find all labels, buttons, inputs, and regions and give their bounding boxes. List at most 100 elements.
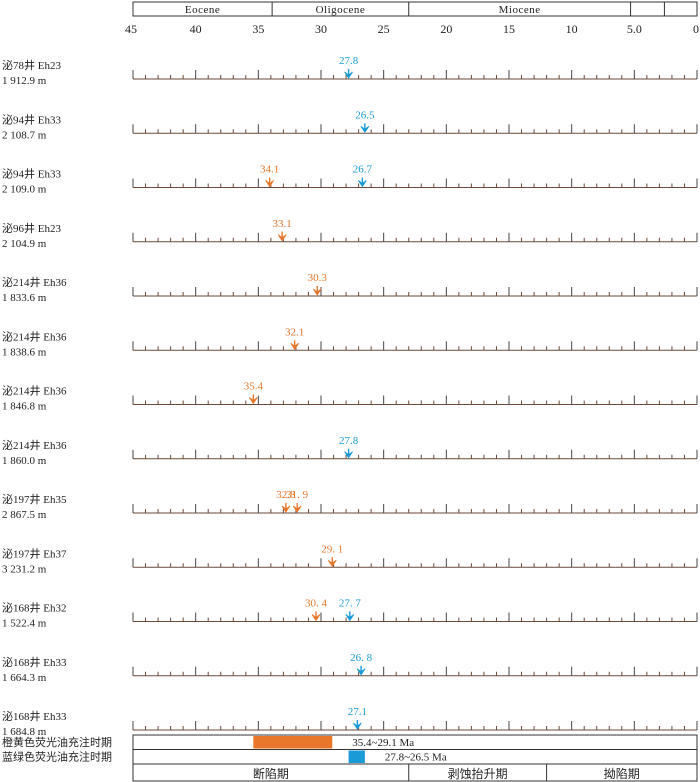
epoch-label-oligocene: Oligocene bbox=[316, 4, 366, 16]
charging-period-label: 蓝绿色荧光油充注时期 bbox=[2, 750, 112, 764]
sample-depth-label: 2 104.9 m bbox=[2, 238, 47, 250]
sample-depth-label: 3 231.2 m bbox=[2, 563, 47, 575]
age-marker-arrow bbox=[344, 71, 353, 79]
axis-tick-label: 0 bbox=[693, 22, 699, 36]
age-marker-arrow bbox=[265, 180, 274, 188]
axis-tick-label: 35 bbox=[252, 22, 264, 36]
epoch-label-miocene: Miocene bbox=[499, 4, 541, 16]
age-marker-label: 27. 7 bbox=[339, 598, 362, 610]
sample-well-label: 泌94井 Eh33 bbox=[2, 167, 61, 181]
age-marker-arrow bbox=[345, 614, 355, 622]
age-marker-arrow bbox=[353, 722, 362, 730]
axis-tick-label: 5.0 bbox=[627, 22, 642, 36]
age-marker-arrow bbox=[358, 180, 367, 188]
age-marker-label: 31. 9 bbox=[286, 489, 309, 501]
age-marker-arrow bbox=[360, 125, 370, 133]
epoch-header: Eocene Oligocene Miocene bbox=[132, 1, 698, 17]
age-marker-arrow bbox=[248, 397, 258, 405]
age-marker-label: 34.1 bbox=[260, 164, 279, 176]
age-marker-label: 35.4 bbox=[244, 381, 264, 393]
sample-row: 泌94井 Eh33 2 109.0 m 34.1 26.7 bbox=[2, 164, 698, 196]
sample-depth-label: 1 846.8 m bbox=[2, 401, 47, 413]
sample-row: 泌168井 Eh32 1 522.4 m 30. 4 27. 7 bbox=[2, 598, 698, 630]
age-marker-label: 27.8 bbox=[339, 55, 359, 67]
axis-tick-label: 15 bbox=[503, 22, 515, 36]
sample-row: 泌214井 Eh36 1 838.6 m 32.1 bbox=[2, 326, 698, 358]
age-marker-label: 26.5 bbox=[355, 109, 375, 121]
tectonic-stage-label: 剥蚀抬升期 bbox=[448, 767, 508, 781]
sample-depth-label: 1 860.0 m bbox=[2, 455, 47, 467]
age-marker-arrow bbox=[292, 505, 302, 513]
age-marker-label: 30.3 bbox=[308, 272, 328, 284]
charging-periods-table: 橙黄色荧光油充注时期 35.4~29.1 Ma 蓝绿色荧光油充注时期 27.8~26.… bbox=[2, 734, 698, 782]
sample-well-label: 泌94井 Eh33 bbox=[2, 112, 61, 126]
sample-row: 泌96井 Eh23 2 104.9 m 33.1 bbox=[2, 218, 698, 250]
sample-well-label: 泌168井 Eh33 bbox=[2, 709, 67, 723]
axis-tick-label: 25 bbox=[378, 22, 390, 36]
charging-period-range: 35.4~29.1 Ma bbox=[352, 737, 414, 749]
sample-row: 泌214井 Eh36 1 846.8 m 35.4 bbox=[2, 381, 698, 413]
epoch-frame bbox=[132, 1, 698, 17]
period-frame bbox=[132, 734, 698, 782]
age-marker-label: 29. 1 bbox=[321, 543, 343, 555]
sample-well-label: 泌197井 Eh37 bbox=[2, 546, 67, 560]
axis-tick-label: 30 bbox=[315, 22, 327, 36]
axis-tick-label: 40 bbox=[190, 22, 202, 36]
sample-well-label: 泌214井 Eh36 bbox=[2, 275, 67, 289]
sample-row: 泌168井 Eh33 1 684.8 m 27.1 bbox=[2, 706, 698, 738]
age-marker-label: 30. 4 bbox=[305, 598, 328, 610]
age-marker-arrow bbox=[277, 234, 287, 242]
tectonic-stage-label: 断陷期 bbox=[253, 766, 289, 781]
sample-depth-label: 1 684.8 m bbox=[2, 726, 47, 738]
sample-row: 泌168井 Eh33 1 664.3 m 26. 8 bbox=[2, 652, 698, 684]
sample-row: 泌94井 Eh33 2 108.7 m 26.5 bbox=[2, 109, 698, 141]
charging-period-label: 橙黄色荧光油充注时期 bbox=[2, 735, 112, 749]
sample-depth-label: 2 109.0 m bbox=[2, 184, 47, 196]
sample-depth-label: 1 833.6 m bbox=[2, 292, 47, 304]
age-marker-label: 32.8 bbox=[276, 489, 296, 501]
sample-row: 泌214井 Eh36 1 833.6 m 30.3 bbox=[2, 272, 698, 304]
sample-depth-label: 2 108.7 m bbox=[2, 129, 47, 141]
sample-depth-label: 1 912.9 m bbox=[2, 75, 47, 87]
charging-period-range: 27.8~26.5 Ma bbox=[385, 752, 447, 764]
sample-row: 泌197井 Eh35 2 867.5 m 32.831. 9 bbox=[2, 489, 698, 521]
age-marker-arrow bbox=[327, 559, 337, 567]
age-marker-arrow bbox=[356, 668, 366, 676]
sample-row: 泌214井 Eh36 1 860.0 m 27.8 bbox=[2, 435, 698, 467]
sample-rows: 泌78井 Eh23 1 912.9 m 27.8 泌94井 Eh33 2 108.7 m… bbox=[2, 55, 698, 738]
age-marker-arrow bbox=[311, 614, 321, 622]
axis-tick-label: 45 bbox=[125, 22, 137, 36]
sample-well-label: 泌168井 Eh32 bbox=[2, 601, 66, 615]
age-marker-label: 26.7 bbox=[353, 164, 373, 176]
sample-depth-label: 1 522.4 m bbox=[2, 618, 47, 630]
sample-well-label: 泌78井 Eh23 bbox=[2, 58, 61, 72]
age-marker-arrow bbox=[312, 288, 322, 296]
age-marker-label: 32.1 bbox=[285, 326, 304, 338]
age-marker-arrow bbox=[344, 451, 353, 459]
age-marker-arrow bbox=[281, 505, 291, 513]
axis-tick-label: 20 bbox=[440, 22, 452, 36]
sample-well-label: 泌214井 Eh36 bbox=[2, 329, 67, 343]
sample-depth-label: 1 664.3 m bbox=[2, 672, 47, 684]
sample-well-label: 泌96井 Eh23 bbox=[2, 221, 61, 235]
age-axis-labels: 45 40 35 30 25 20 15 10 5.0 0 bbox=[125, 22, 699, 36]
sample-depth-label: 2 867.5 m bbox=[2, 509, 47, 521]
age-marker-arrow bbox=[290, 342, 300, 350]
sample-well-label: 泌197井 Eh35 bbox=[2, 492, 67, 506]
sample-well-label: 泌168井 Eh33 bbox=[2, 655, 67, 669]
age-marker-label: 27.8 bbox=[339, 435, 359, 447]
age-marker-label: 33.1 bbox=[273, 218, 292, 230]
sample-well-label: 泌214井 Eh36 bbox=[2, 438, 67, 452]
sample-row: 泌197井 Eh37 3 231.2 m 29. 1 bbox=[2, 543, 698, 575]
epoch-label-eocene: Eocene bbox=[185, 4, 220, 16]
axis-tick-label: 10 bbox=[566, 22, 578, 36]
age-marker-label: 26. 8 bbox=[350, 652, 373, 664]
sample-depth-label: 1 838.6 m bbox=[2, 346, 47, 358]
age-marker-label: 27.1 bbox=[348, 706, 367, 718]
sample-row: 泌78井 Eh23 1 912.9 m 27.8 bbox=[2, 55, 698, 87]
charging-period-bar bbox=[348, 750, 365, 763]
sample-well-label: 泌214井 Eh36 bbox=[2, 384, 67, 398]
tectonic-stage-label: 拗陷期 bbox=[604, 766, 640, 781]
charging-period-bar bbox=[253, 736, 333, 749]
